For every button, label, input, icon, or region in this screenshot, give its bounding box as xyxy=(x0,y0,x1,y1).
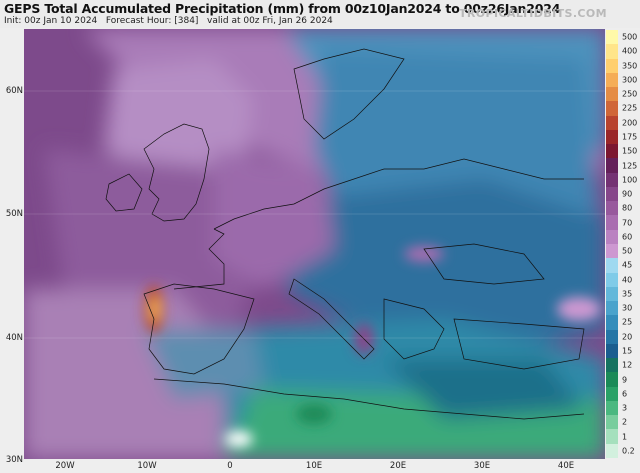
lon-label: 10E xyxy=(305,461,323,471)
iberia-outline xyxy=(143,283,255,375)
colorbar-label: 225 xyxy=(622,103,638,113)
colorbar-label: 175 xyxy=(622,132,638,142)
colorbar-label: 20 xyxy=(622,332,633,342)
colorbar-label: 9 xyxy=(622,375,628,385)
colorbar-label: 40 xyxy=(622,275,633,285)
lat-label: 60N xyxy=(5,86,23,96)
colorbar-swatch xyxy=(606,58,618,73)
colorbar-label: 1 xyxy=(622,432,628,442)
balkans-outline xyxy=(383,298,445,360)
map-subtitle: Init: 00z Jan 10 2024 Forecast Hour: [38… xyxy=(4,16,333,26)
lon-label: 0 xyxy=(227,461,233,471)
colorbar-swatch xyxy=(606,30,618,45)
colorbar-label: 300 xyxy=(622,75,638,85)
colorbar-swatch xyxy=(606,329,618,344)
colorbar-label: 3 xyxy=(622,403,628,413)
colorbar-swatch xyxy=(606,201,618,216)
colorbar-swatch xyxy=(606,186,618,202)
colorbar-label: 30 xyxy=(622,303,633,313)
colorbar-label: 80 xyxy=(622,203,633,213)
colorbar-swatch xyxy=(606,415,618,430)
colorbar-label: 15 xyxy=(622,346,633,356)
colorbar-label: 200 xyxy=(622,118,638,128)
coastlines xyxy=(105,48,585,420)
lon-label: 30E xyxy=(473,461,491,471)
colorbar-label: 45 xyxy=(622,260,633,270)
header-bar: GEPS Total Accumulated Precipitation (mm… xyxy=(0,0,640,28)
lon-label: 20E xyxy=(389,461,407,471)
colorbar-label: 500 xyxy=(622,32,638,42)
colorbar-label: 12 xyxy=(622,360,633,370)
colorbar-label: 150 xyxy=(622,146,638,156)
forecast-hour: Forecast Hour: [384] xyxy=(105,16,199,26)
colorbar-swatch xyxy=(606,400,618,416)
colorbar-swatch xyxy=(606,286,618,302)
lat-label: 30N xyxy=(5,455,23,465)
lat-label: 50N xyxy=(5,209,23,219)
brand-watermark: TROPICALTIDBITS.COM xyxy=(458,7,607,20)
colorbar-label: 50 xyxy=(622,246,633,256)
black-sea-outline xyxy=(423,243,545,285)
colorbar-label: 250 xyxy=(622,89,638,99)
colorbar-swatch xyxy=(606,158,618,173)
map-title: GEPS Total Accumulated Precipitation (mm… xyxy=(4,1,561,16)
ireland-outline xyxy=(105,173,143,212)
lon-label: 10W xyxy=(137,461,157,471)
colorbar-swatch xyxy=(606,129,618,145)
valid-time: valid at 00z Fri, Jan 26 2024 xyxy=(207,16,333,26)
scandinavia-outline xyxy=(293,48,405,140)
colorbar-swatch xyxy=(606,301,618,316)
colorbar-label: 0.2 xyxy=(622,446,635,456)
britain-outline xyxy=(143,123,210,222)
north-europe-outline xyxy=(213,158,584,230)
precipitation-map xyxy=(24,29,605,459)
colorbar-label: 6 xyxy=(622,389,628,399)
colorbar-swatch xyxy=(606,343,618,359)
colorbar-label: 2 xyxy=(622,417,628,427)
colorbar-label: 35 xyxy=(622,289,633,299)
init-time: Init: 00z Jan 10 2024 xyxy=(4,16,98,26)
colorbar-label: 100 xyxy=(622,175,638,185)
turkey-outline xyxy=(453,318,585,370)
colorbar-label: 400 xyxy=(622,46,638,56)
colorbar-label: 90 xyxy=(622,189,633,199)
colorbar-swatch xyxy=(606,258,618,273)
colorbar-label: 25 xyxy=(622,317,633,327)
colorbar-swatch xyxy=(606,229,618,244)
colorbar-swatch xyxy=(606,372,618,387)
precipitation-colorbar xyxy=(606,30,618,458)
colorbar-label: 125 xyxy=(622,161,638,171)
lat-label: 40N xyxy=(5,333,23,343)
colorbar-swatch xyxy=(606,386,618,401)
map-canvas xyxy=(24,29,605,459)
graticule xyxy=(24,90,605,339)
colorbar-swatch xyxy=(606,72,618,88)
colorbar-swatch xyxy=(606,443,618,458)
lon-label: 40E xyxy=(557,461,575,471)
colorbar-swatch xyxy=(606,101,618,116)
colorbar-swatch xyxy=(606,429,618,444)
colorbar-swatch xyxy=(606,87,618,102)
colorbar-swatch xyxy=(606,44,618,59)
colorbar-swatch xyxy=(606,215,618,230)
colorbar-swatch xyxy=(606,243,618,259)
lon-label: 20W xyxy=(55,461,75,471)
colorbar-label: 70 xyxy=(622,218,633,228)
north-africa-outline xyxy=(153,378,585,420)
france-outline xyxy=(173,228,225,290)
colorbar-swatch xyxy=(606,358,618,373)
colorbar-swatch xyxy=(606,272,618,287)
precip-field xyxy=(24,29,605,459)
italy-outline xyxy=(288,278,375,360)
colorbar-swatch xyxy=(606,172,618,187)
colorbar-swatch xyxy=(606,144,618,159)
colorbar-swatch xyxy=(606,115,618,130)
colorbar-label: 60 xyxy=(622,232,633,242)
colorbar-label: 350 xyxy=(622,61,638,71)
colorbar-swatch xyxy=(606,315,618,330)
